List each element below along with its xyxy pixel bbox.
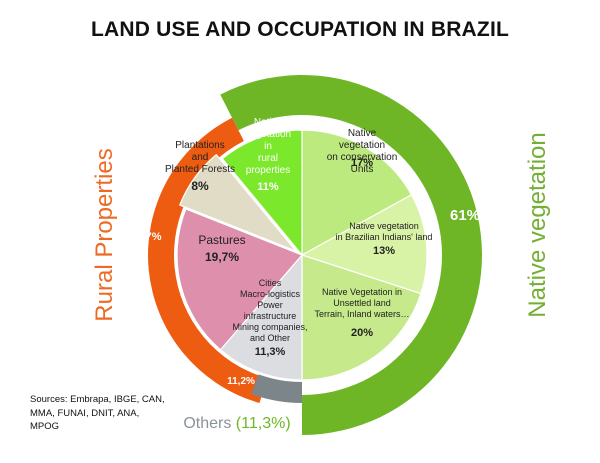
- pie-wedges: [176, 129, 428, 381]
- slice-value: 11%: [257, 181, 279, 193]
- slice-label: Cities Macro-logistics Power infrastructure…: [232, 278, 307, 343]
- slice-value: 13%: [373, 245, 395, 257]
- pie-slice: [301, 254, 422, 381]
- slice-label: Pastures: [198, 233, 245, 247]
- slice-label: Native vegetation in Brazilian Indians' l…: [336, 221, 433, 242]
- sources-note: Sources: Embrapa, IBGE, CAN, MMA, FUNAI,…: [30, 394, 165, 432]
- pie-slice: [178, 153, 297, 252]
- rural-properties-band: [147, 117, 267, 404]
- slice-label: Native vegetation in rural properties: [245, 117, 291, 176]
- slice-value: 19,7%: [205, 250, 239, 264]
- others-caption: Others (11,3%): [183, 415, 290, 432]
- slice-label: Plantations and Planted Forests: [165, 140, 235, 175]
- pie-slice: [300, 193, 428, 295]
- others-band: [251, 374, 302, 404]
- pie-slice: [221, 129, 303, 257]
- pie-slice: [219, 253, 303, 381]
- pie-slice: [176, 208, 304, 351]
- native-vegetation-band: [220, 75, 482, 435]
- slice-value: 20%: [351, 327, 373, 339]
- native-vegetation-percent: 61%: [450, 207, 480, 224]
- others-band-percent: 11,2%: [227, 376, 255, 387]
- slice-value: 17%: [351, 157, 373, 169]
- rural-properties-label: Rural Properties: [91, 148, 118, 321]
- rural-properties-percent: 38,7%: [130, 231, 161, 243]
- page-title: LAND USE AND OCCUPATION IN BRAZIL: [90, 18, 510, 41]
- slice-label: Native Vegetation in Unsettled land Terrai…: [314, 287, 409, 319]
- slice-label: Native vegetation on conservation Units: [327, 128, 398, 175]
- native-vegetation-label: Native vegetation: [524, 132, 551, 317]
- pie-slice: [301, 129, 413, 257]
- slice-value: 8%: [191, 179, 209, 193]
- slice-value: 11,3%: [255, 346, 286, 358]
